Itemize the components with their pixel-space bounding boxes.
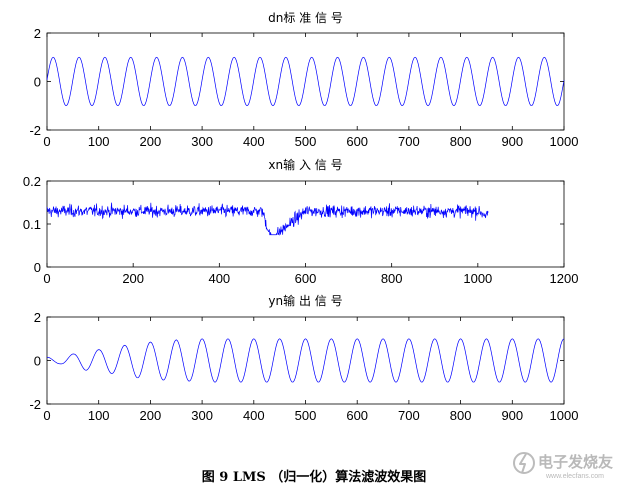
signal-trace bbox=[46, 56, 565, 106]
watermark-lightning-icon bbox=[513, 452, 535, 474]
x-tick-label: 0 bbox=[43, 134, 50, 149]
y-tick-label: 0.1 bbox=[23, 217, 41, 232]
signal-line bbox=[46, 56, 565, 106]
x-tick-label: 300 bbox=[191, 408, 213, 423]
chart-dn-standard-signal: dn标 准 信 号 0 100 200 300 400 500 600 700 800 900 10… bbox=[29, 11, 578, 149]
watermark-url: www.elecfans.com bbox=[545, 473, 604, 480]
x-tick-label: 1000 bbox=[550, 408, 579, 423]
y-tick-label: 0 bbox=[34, 260, 41, 275]
plot-area bbox=[46, 316, 565, 405]
y-tick-label: 2 bbox=[34, 310, 41, 325]
x-tick-label: 200 bbox=[122, 271, 144, 286]
x-tick-label: 800 bbox=[450, 134, 472, 149]
x-tick-label: 800 bbox=[450, 408, 472, 423]
x-tick-label: 400 bbox=[243, 134, 265, 149]
x-tick-label: 100 bbox=[88, 408, 110, 423]
signal-trace bbox=[46, 338, 565, 383]
x-tick-label: 400 bbox=[243, 408, 265, 423]
y-tick-label: 0.2 bbox=[23, 174, 41, 189]
x-tick-label: 1000 bbox=[463, 271, 492, 286]
x-tick-label: 700 bbox=[398, 134, 420, 149]
chart-yn-output-signal: yn输 出 信 号 0 100 200 300 400 500 600 700 800 900 10… bbox=[29, 293, 578, 423]
x-tick-label: 600 bbox=[295, 271, 317, 286]
x-tick-label: 600 bbox=[346, 408, 368, 423]
y-tick-label: -2 bbox=[29, 397, 41, 412]
chart-title: yn输 出 信 号 bbox=[268, 293, 342, 308]
chart-title: xn输 入 信 号 bbox=[268, 157, 342, 172]
signal-trace bbox=[46, 202, 489, 236]
signal-line bbox=[46, 202, 489, 236]
watermark-logo: 电子发烧友 www.elecfans.com bbox=[513, 452, 613, 480]
y-tick-label: -2 bbox=[29, 123, 41, 138]
x-tick-label: 0 bbox=[43, 408, 50, 423]
x-tick-label: 900 bbox=[501, 408, 523, 423]
x-tick-label: 600 bbox=[346, 134, 368, 149]
x-tick-label: 900 bbox=[501, 134, 523, 149]
x-tick-label: 700 bbox=[398, 408, 420, 423]
x-tick-label: 200 bbox=[140, 134, 162, 149]
signal-line bbox=[46, 338, 565, 383]
y-tick-label: 0 bbox=[34, 354, 41, 369]
x-tick-label: 300 bbox=[191, 134, 213, 149]
x-tick-label: 500 bbox=[295, 134, 317, 149]
y-tick-label: 0 bbox=[34, 75, 41, 90]
y-tick-label: 2 bbox=[34, 26, 41, 41]
x-tick-label: 800 bbox=[381, 271, 403, 286]
x-tick-label: 0 bbox=[43, 271, 50, 286]
plot-area bbox=[46, 180, 565, 268]
x-tick-label: 200 bbox=[140, 408, 162, 423]
x-tick-label: 1000 bbox=[550, 134, 579, 149]
x-tick-label: 400 bbox=[208, 271, 230, 286]
x-tick-label: 100 bbox=[88, 134, 110, 149]
figure-caption: 图 9 LMS （归一化）算法滤波效果图 bbox=[201, 470, 427, 485]
chart-xn-input-signal: xn输 入 信 号 0 200 400 600 800 1000 1200 0 0.1 0.2 bbox=[23, 157, 579, 286]
x-tick-label: 1200 bbox=[550, 271, 579, 286]
x-tick-label: 500 bbox=[295, 408, 317, 423]
chart-title: dn标 准 信 号 bbox=[268, 11, 343, 25]
watermark-text: 电子发烧友 bbox=[538, 453, 613, 471]
